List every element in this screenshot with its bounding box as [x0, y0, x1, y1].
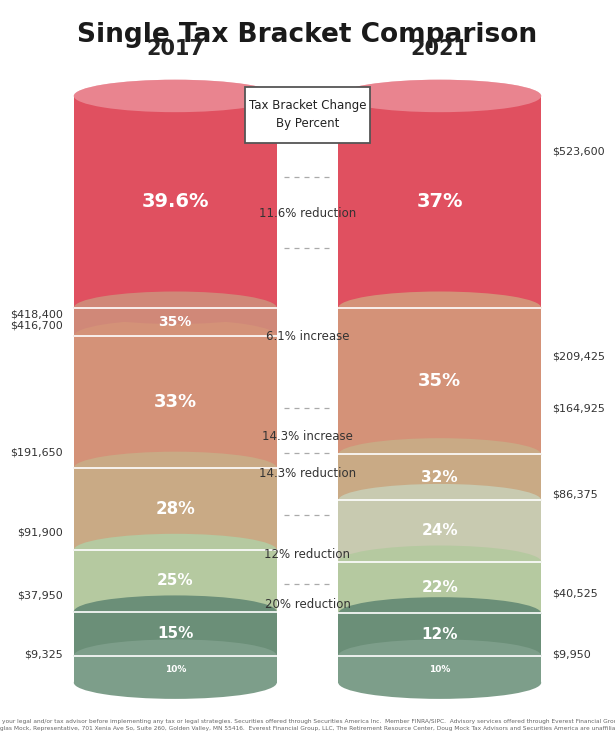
Text: 15%: 15% [157, 626, 194, 641]
Bar [74, 336, 277, 468]
Bar [74, 308, 277, 336]
Text: 12% reduction: 12% reduction [264, 548, 351, 561]
Ellipse shape [74, 320, 277, 352]
Ellipse shape [338, 597, 541, 630]
Bar [338, 96, 541, 308]
Bar [338, 455, 541, 500]
Bar [338, 500, 541, 562]
Text: Tax Bracket Change
By Percent: Tax Bracket Change By Percent [248, 99, 367, 130]
Ellipse shape [338, 80, 541, 112]
Bar [338, 613, 541, 655]
Ellipse shape [74, 452, 277, 484]
Text: $91,900: $91,900 [17, 528, 63, 537]
Ellipse shape [338, 666, 541, 699]
Text: 10%: 10% [429, 665, 450, 674]
Text: $9,950: $9,950 [552, 649, 591, 660]
Ellipse shape [74, 80, 277, 112]
Ellipse shape [74, 639, 277, 672]
Ellipse shape [338, 292, 541, 324]
Ellipse shape [74, 666, 277, 699]
Text: 25%: 25% [157, 573, 194, 588]
Bar [74, 550, 277, 612]
Text: 6.6% reduction: 6.6% reduction [263, 131, 352, 143]
Text: $209,425: $209,425 [552, 351, 605, 362]
Text: 14.3% increase: 14.3% increase [262, 430, 353, 443]
Text: 24%: 24% [421, 523, 458, 539]
Bar [74, 655, 277, 683]
Text: $418,400
$416,700: $418,400 $416,700 [10, 309, 63, 331]
Text: 35%: 35% [418, 372, 461, 390]
Bar [338, 308, 541, 455]
Text: 12%: 12% [421, 627, 458, 642]
Ellipse shape [338, 80, 541, 112]
Text: $86,375: $86,375 [552, 490, 598, 500]
Text: $9,325: $9,325 [24, 649, 63, 660]
Ellipse shape [74, 596, 277, 628]
Text: 10%: 10% [165, 665, 186, 674]
Text: Consult your legal and/or tax advisor before implementing any tax or legal strat: Consult your legal and/or tax advisor be… [0, 719, 615, 731]
Text: 20% reduction: 20% reduction [264, 598, 351, 611]
Text: 28%: 28% [156, 500, 195, 518]
Bar [338, 655, 541, 683]
Text: $40,525: $40,525 [552, 588, 598, 599]
Text: 32%: 32% [421, 470, 458, 485]
Ellipse shape [74, 292, 277, 324]
Text: 11.6% reduction: 11.6% reduction [259, 207, 356, 220]
Text: Single Tax Bracket Comparison: Single Tax Bracket Comparison [77, 22, 538, 48]
Text: $164,925: $164,925 [552, 403, 605, 413]
Text: $37,950: $37,950 [17, 591, 63, 601]
Bar [74, 612, 277, 655]
Ellipse shape [74, 534, 277, 566]
Text: 37%: 37% [416, 193, 463, 211]
Ellipse shape [338, 484, 541, 517]
Text: 22%: 22% [421, 580, 458, 595]
Ellipse shape [338, 545, 541, 578]
Ellipse shape [74, 80, 277, 112]
Text: 33%: 33% [154, 393, 197, 411]
Text: 39.6%: 39.6% [141, 193, 209, 211]
Bar [338, 562, 541, 613]
Text: $191,650: $191,650 [10, 447, 63, 457]
Text: $523,600: $523,600 [552, 147, 605, 156]
Text: 2021: 2021 [411, 39, 469, 59]
Text: 2017: 2017 [146, 39, 204, 59]
Ellipse shape [338, 639, 541, 672]
Text: 14.3% reduction: 14.3% reduction [259, 467, 356, 480]
FancyBboxPatch shape [245, 86, 370, 142]
Bar [74, 468, 277, 550]
Text: 6.1% increase: 6.1% increase [266, 330, 349, 343]
Text: 35%: 35% [159, 315, 192, 329]
Ellipse shape [338, 438, 541, 471]
Bar [74, 96, 277, 308]
